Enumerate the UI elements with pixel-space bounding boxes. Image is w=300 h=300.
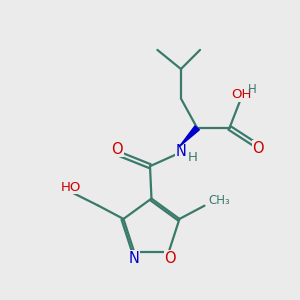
Text: H: H [188,151,198,164]
Text: O: O [164,251,176,266]
Text: O: O [111,142,123,157]
Polygon shape [179,126,199,146]
Text: OH: OH [231,88,251,101]
Text: N: N [129,251,140,266]
Text: H: H [248,82,256,95]
Text: HO: HO [60,181,81,194]
Text: N: N [176,144,186,159]
Text: O: O [252,141,264,156]
Text: CH₃: CH₃ [208,194,230,207]
